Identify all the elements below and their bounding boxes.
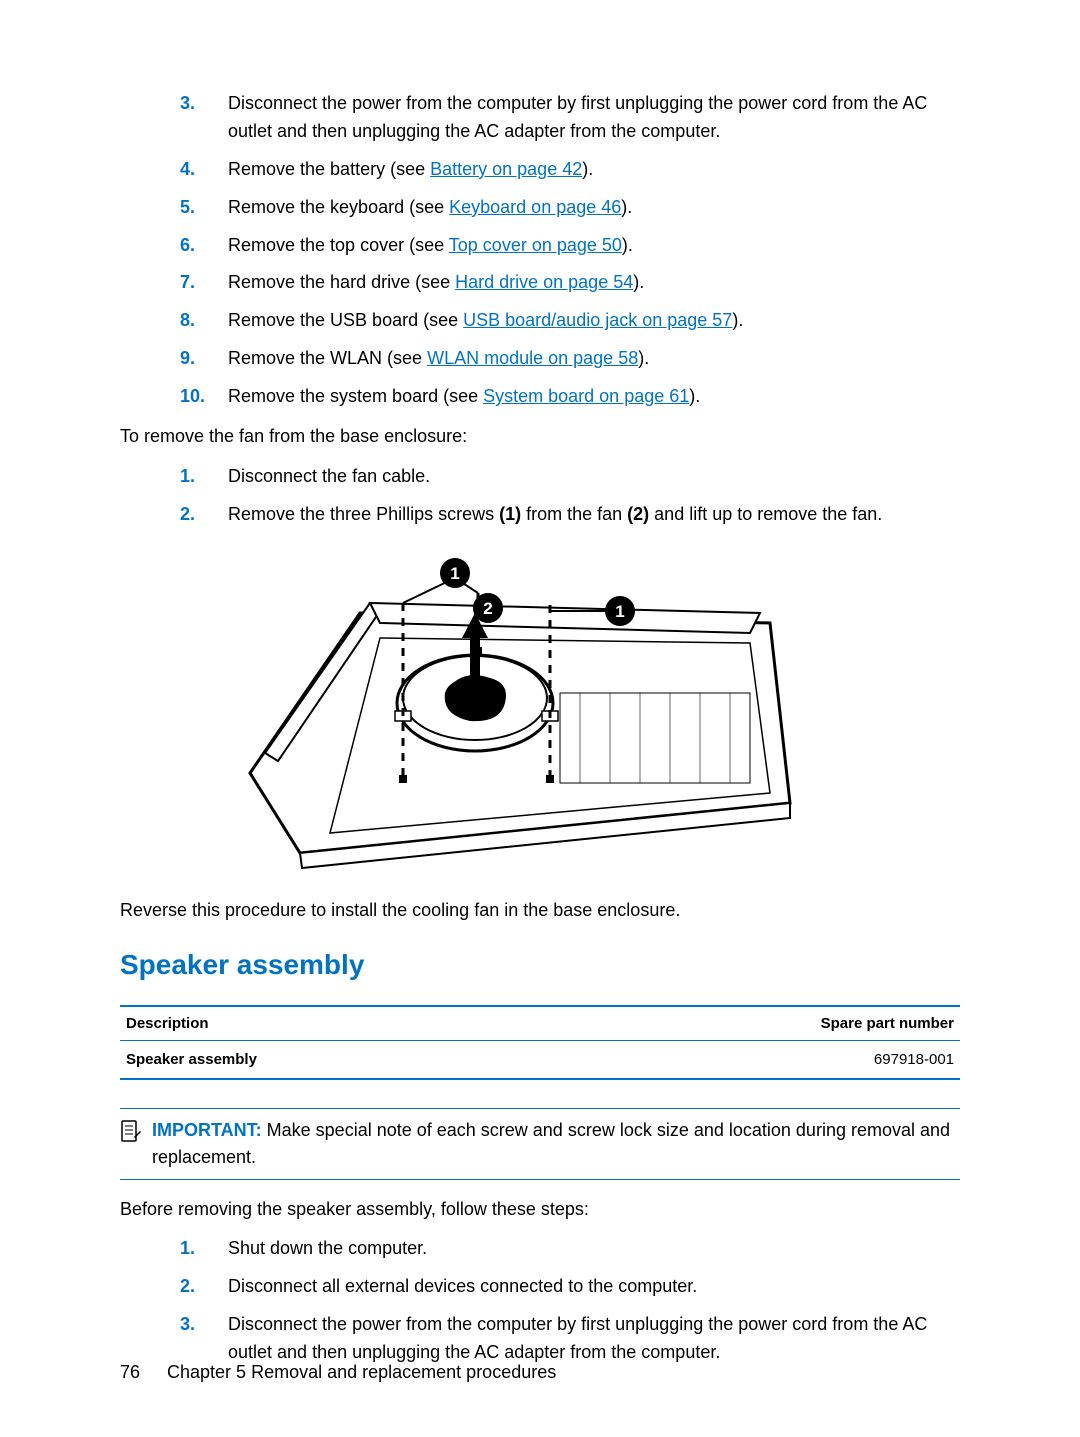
- cross-reference-link[interactable]: Top cover on page 50: [449, 235, 622, 255]
- col-description: Description: [120, 1006, 536, 1041]
- step-number: 8.: [180, 307, 195, 335]
- list-item: 4. Remove the battery (see Battery on pag…: [180, 156, 960, 184]
- step-text: Remove the top cover (see: [228, 235, 449, 255]
- step-text: Remove the battery (see: [228, 159, 430, 179]
- remove-fan-steps: 1. Disconnect the fan cable. 2. Remove the …: [180, 463, 960, 529]
- step-number: 2.: [180, 1273, 195, 1301]
- step-text-post: ).: [622, 235, 633, 255]
- cell-description: Speaker assembly: [120, 1040, 536, 1079]
- table-row: Speaker assembly 697918-001: [120, 1040, 960, 1079]
- step-text-post: ).: [689, 386, 700, 406]
- speaker-prereq-steps: 1. Shut down the computer. 2. Disconnect al…: [180, 1235, 960, 1367]
- svg-text:1: 1: [615, 602, 624, 621]
- list-item: 3. Disconnect the power from the computer…: [180, 90, 960, 146]
- step-text: Remove the WLAN (see: [228, 348, 427, 368]
- note-text: IMPORTANT: Make special note of each scr…: [152, 1117, 960, 1171]
- cross-reference-link[interactable]: Hard drive on page 54: [455, 272, 633, 292]
- step-text: Disconnect all external devices connecte…: [228, 1276, 697, 1296]
- section-heading-speaker-assembly: Speaker assembly: [120, 949, 960, 981]
- list-item: 9. Remove the WLAN (see WLAN module on pa…: [180, 345, 960, 373]
- cross-reference-link[interactable]: USB board/audio jack on page 57: [463, 310, 732, 330]
- page: 3. Disconnect the power from the computer…: [0, 0, 1080, 1437]
- step-text: Remove the hard drive (see: [228, 272, 455, 292]
- list-item: 8. Remove the USB board (see USB board/au…: [180, 307, 960, 335]
- step-text: Remove the system board (see: [228, 386, 483, 406]
- note-lead: IMPORTANT:: [152, 1120, 262, 1140]
- step-number: 10.: [180, 383, 205, 411]
- list-item: 5. Remove the keyboard (see Keyboard on p…: [180, 194, 960, 222]
- step-text: Remove the keyboard (see: [228, 197, 449, 217]
- note-body: Make special note of each screw and scre…: [152, 1120, 950, 1167]
- list-item: 2. Disconnect all external devices connec…: [180, 1273, 960, 1301]
- step-number: 1.: [180, 1235, 195, 1263]
- col-spare-part-number: Spare part number: [536, 1006, 960, 1041]
- remove-fan-intro: To remove the fan from the base enclosur…: [120, 423, 960, 451]
- list-item: 2. Remove the three Phillips screws (1) f…: [180, 501, 960, 529]
- svg-text:1: 1: [450, 564, 459, 583]
- step-number: 5.: [180, 194, 195, 222]
- cross-reference-link[interactable]: System board on page 61: [483, 386, 689, 406]
- important-note: IMPORTANT: Make special note of each scr…: [120, 1108, 960, 1180]
- step-number: 4.: [180, 156, 195, 184]
- step-text: Remove the three Phillips screws: [228, 504, 499, 524]
- page-number: 76: [120, 1362, 162, 1383]
- cross-reference-link[interactable]: Keyboard on page 46: [449, 197, 621, 217]
- step-text-post: ).: [582, 159, 593, 179]
- table-header-row: Description Spare part number: [120, 1006, 960, 1041]
- list-item: 7. Remove the hard drive (see Hard drive …: [180, 269, 960, 297]
- step-number: 3.: [180, 90, 195, 118]
- chapter-title: Chapter 5 Removal and replacement proced…: [167, 1362, 556, 1382]
- callout-ref: (1): [499, 504, 521, 524]
- step-text: Disconnect the fan cable.: [228, 466, 430, 486]
- page-footer: 76 Chapter 5 Removal and replacement pro…: [120, 1362, 556, 1383]
- list-item: 1. Shut down the computer.: [180, 1235, 960, 1263]
- list-item: 10. Remove the system board (see System b…: [180, 383, 960, 411]
- step-text: Remove the USB board (see: [228, 310, 463, 330]
- step-number: 6.: [180, 232, 195, 260]
- spare-parts-table: Description Spare part number Speaker as…: [120, 1005, 960, 1080]
- cross-reference-link[interactable]: Battery on page 42: [430, 159, 582, 179]
- step-text: and lift up to remove the fan.: [649, 504, 882, 524]
- step-text-post: ).: [638, 348, 649, 368]
- prerequisite-steps-list: 3. Disconnect the power from the computer…: [180, 90, 960, 411]
- step-number: 2.: [180, 501, 195, 529]
- step-text-post: ).: [633, 272, 644, 292]
- step-text: Disconnect the power from the computer b…: [228, 1314, 927, 1362]
- note-icon: [120, 1119, 142, 1150]
- step-text-post: ).: [732, 310, 743, 330]
- cross-reference-link[interactable]: WLAN module on page 58: [427, 348, 638, 368]
- step-number: 3.: [180, 1311, 195, 1339]
- fan-removal-figure: 1 1 2: [230, 543, 960, 873]
- step-number: 1.: [180, 463, 195, 491]
- step-text: from the fan: [521, 504, 627, 524]
- cell-spare-part-number: 697918-001: [536, 1040, 960, 1079]
- callout-ref: (2): [627, 504, 649, 524]
- before-speaker-text: Before removing the speaker assembly, fo…: [120, 1196, 960, 1224]
- list-item: 3. Disconnect the power from the computer…: [180, 1311, 960, 1367]
- step-number: 7.: [180, 269, 195, 297]
- reverse-procedure-text: Reverse this procedure to install the co…: [120, 897, 960, 925]
- step-text: Shut down the computer.: [228, 1238, 427, 1258]
- list-item: 1. Disconnect the fan cable.: [180, 463, 960, 491]
- svg-text:2: 2: [483, 599, 492, 618]
- step-text: Disconnect the power from the computer b…: [228, 93, 927, 141]
- step-number: 9.: [180, 345, 195, 373]
- step-text-post: ).: [621, 197, 632, 217]
- list-item: 6. Remove the top cover (see Top cover on…: [180, 232, 960, 260]
- fan-illustration-svg: 1 1 2: [230, 543, 800, 873]
